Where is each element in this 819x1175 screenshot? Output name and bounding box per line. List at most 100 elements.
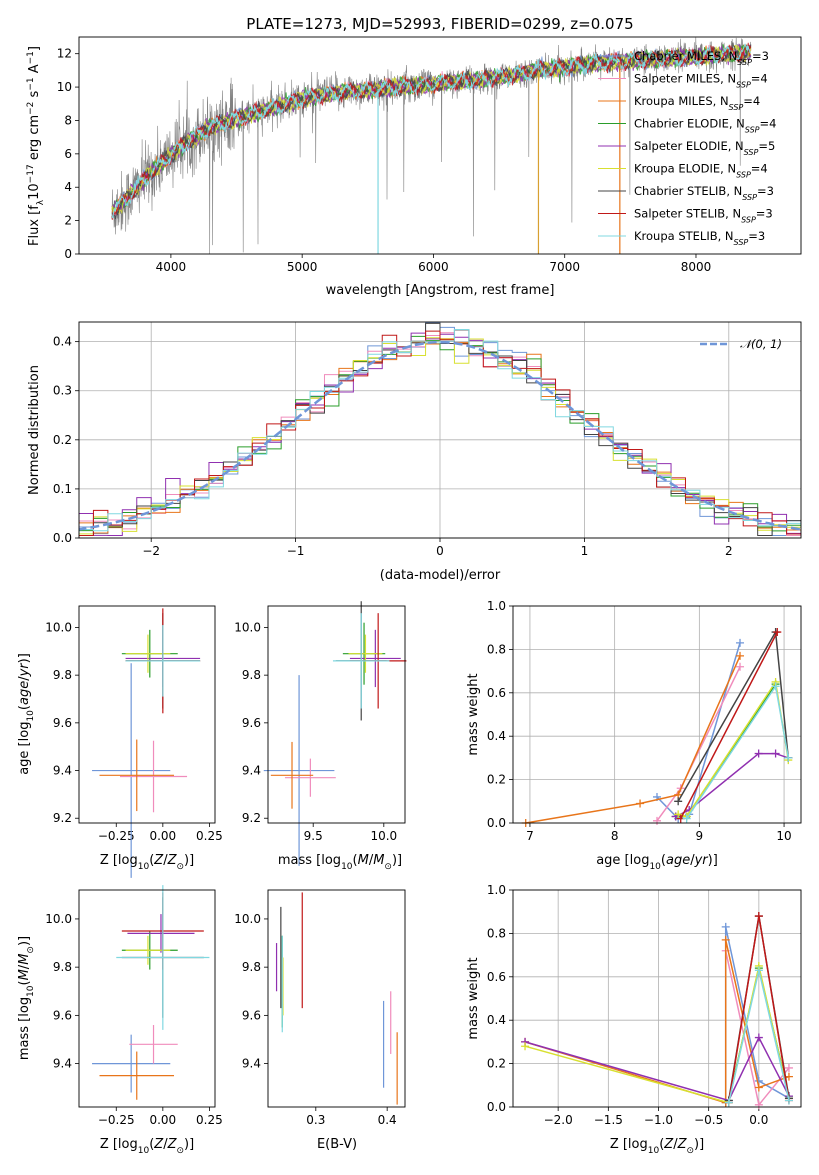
spectrum-frame — [78, 36, 802, 255]
legend-entry: Kroupa MILES, NSSP=4 — [634, 94, 760, 112]
point-marker — [736, 638, 745, 647]
y-tick-label: 12 — [57, 47, 72, 61]
point-marker — [674, 797, 683, 806]
point-marker — [724, 1098, 733, 1107]
legend-entry: Chabrier ELODIE, NSSP=4 — [634, 117, 776, 135]
y-tick-label: 0.6 — [487, 686, 506, 700]
mass-vs-Z-ylabel: mass [log10(M/M⊙)] — [17, 936, 36, 1060]
spectrum-ylabel: Flux [fλ10−17 erg cm−2 s−1 A−1] — [26, 46, 46, 246]
x-tick-label: 0.00 — [149, 1113, 176, 1127]
y-tick-label: 10.0 — [45, 912, 72, 926]
point-marker — [754, 912, 763, 921]
mass-vs-Z-xlabel: Z [log10(Z/Z⊙)] — [100, 1137, 194, 1156]
mass-vs-Z-axes: −0.25 0.00 0.25 9.4 9.6 9.8 10.0 — [45, 912, 222, 1127]
point-marker — [682, 814, 691, 823]
y-tick-label: 1.0 — [487, 883, 506, 897]
y-tick-label: 9.8 — [242, 668, 261, 682]
x-tick-label: −1.0 — [644, 1113, 673, 1127]
x-tick-label: −1 — [287, 544, 305, 558]
x-tick-label: 4000 — [156, 260, 187, 274]
y-tick-label: 0.2 — [487, 773, 506, 787]
y-tick-label: 9.6 — [53, 716, 72, 730]
x-tick-label: 0.25 — [196, 829, 223, 843]
x-tick-label: 8 — [611, 829, 619, 843]
x-tick-label: 10.0 — [370, 829, 397, 843]
spectrum-model-5 — [111, 44, 752, 215]
massweight-vs-Z-ylabel: mass weight — [466, 957, 481, 1039]
y-tick-label: 9.4 — [53, 1057, 72, 1071]
point-marker — [674, 810, 683, 819]
y-tick-label: 4 — [64, 180, 72, 194]
point-marker — [721, 922, 730, 931]
y-tick-label: 0 — [64, 247, 72, 261]
x-tick-label: 9 — [696, 829, 704, 843]
point-marker — [754, 749, 763, 758]
x-tick-label: −2 — [142, 544, 160, 558]
point-marker — [754, 1033, 763, 1042]
age-vs-mass-points — [263, 601, 407, 866]
point-marker — [784, 1072, 793, 1081]
point-marker — [784, 753, 793, 762]
residual-ylabel: Normed distribution — [27, 365, 42, 495]
massweight-vs-Z-xlabel: Z [log10(Z/Z⊙)] — [610, 1137, 704, 1156]
y-tick-label: 0.2 — [53, 433, 72, 447]
age-vs-Z-ylabel: age [log10(age/yr)] — [17, 653, 36, 775]
y-tick-label: 0.8 — [487, 926, 506, 940]
spectrum-xlabel: wavelength [Angstrom, rest frame] — [326, 283, 555, 298]
x-tick-label: 0.0 — [749, 1113, 768, 1127]
y-tick-label: 8 — [64, 113, 72, 127]
y-tick-label: 0.4 — [53, 335, 72, 349]
y-tick-label: 9.2 — [53, 811, 72, 825]
massweight-vs-Z-lines — [521, 912, 793, 1109]
age-vs-Z-points — [92, 608, 201, 878]
x-tick-label: 5000 — [287, 260, 318, 274]
y-tick-label: 9.2 — [242, 811, 261, 825]
legend-entry: Salpeter MILES, NSSP=4 — [634, 72, 768, 90]
mass-vs-EBV-points — [275, 892, 398, 1105]
x-tick-label: −0.5 — [694, 1113, 723, 1127]
residual-plot — [79, 322, 801, 537]
massweight-vs-age-series-7 — [680, 631, 778, 820]
y-tick-label: 0.3 — [53, 384, 72, 398]
legend-entry: Chabrier MILES, NSSP=3 — [634, 49, 769, 67]
x-tick-label: 8000 — [681, 260, 712, 274]
x-tick-label: 0.4 — [378, 1113, 397, 1127]
mass-vs-Z-frame — [78, 889, 216, 1108]
mass-vs-EBV-frame — [267, 889, 406, 1108]
x-tick-label: −0.25 — [98, 829, 135, 843]
gaussian-curve — [79, 340, 801, 531]
spectrum-axes: 4000 5000 6000 7000 8000 0 2 4 6 8 10 12 — [57, 47, 712, 274]
y-tick-label: 10 — [57, 80, 72, 94]
mass-vs-EBV-axes: 0.3 0.4 9.4 9.6 9.8 10.0 — [234, 912, 396, 1127]
y-tick-label: 0.4 — [487, 729, 506, 743]
y-tick-label: 0.0 — [487, 1100, 506, 1114]
y-tick-label: 0.0 — [53, 531, 72, 545]
massweight-vs-age-ylabel: mass weight — [466, 673, 481, 755]
mass-vs-EBV-xlabel: E(B-V) — [317, 1137, 357, 1152]
y-tick-label: 9.4 — [53, 764, 72, 778]
legend-entry: Salpeter ELODIE, NSSP=5 — [634, 139, 775, 157]
y-tick-label: 2 — [64, 214, 72, 228]
legend-entry: Salpeter STELIB, NSSP=3 — [634, 207, 773, 225]
x-tick-label: 9.5 — [304, 829, 323, 843]
age-vs-Z-xlabel: Z [log10(Z/Z⊙)] — [100, 853, 194, 872]
point-marker — [636, 799, 645, 808]
point-marker — [784, 1063, 793, 1072]
point-marker — [736, 651, 745, 660]
y-tick-label: 9.8 — [242, 960, 261, 974]
massweight-vs-age-series-2 — [525, 655, 741, 824]
massweight-vs-age-lines — [521, 628, 793, 827]
x-tick-label: 7000 — [549, 260, 580, 274]
y-tick-label: 9.6 — [242, 1008, 261, 1022]
x-tick-label: −1.5 — [594, 1113, 623, 1127]
x-tick-label: 1 — [581, 544, 589, 558]
y-tick-label: 10.0 — [234, 620, 261, 634]
figure-title: PLATE=1273, MJD=52993, FIBERID=0299, z=0… — [246, 15, 633, 33]
legend-entry: Kroupa STELIB, NSSP=3 — [634, 229, 765, 247]
point-marker — [754, 1083, 763, 1092]
y-tick-label: 9.8 — [53, 668, 72, 682]
x-tick-label: 0.25 — [196, 1113, 223, 1127]
spectrum-plot — [111, 37, 752, 254]
y-tick-label: 9.4 — [242, 764, 261, 778]
